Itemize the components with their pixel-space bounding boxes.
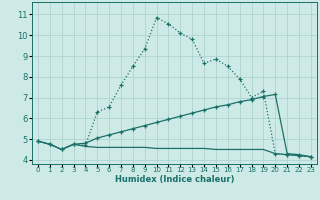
X-axis label: Humidex (Indice chaleur): Humidex (Indice chaleur) (115, 175, 234, 184)
